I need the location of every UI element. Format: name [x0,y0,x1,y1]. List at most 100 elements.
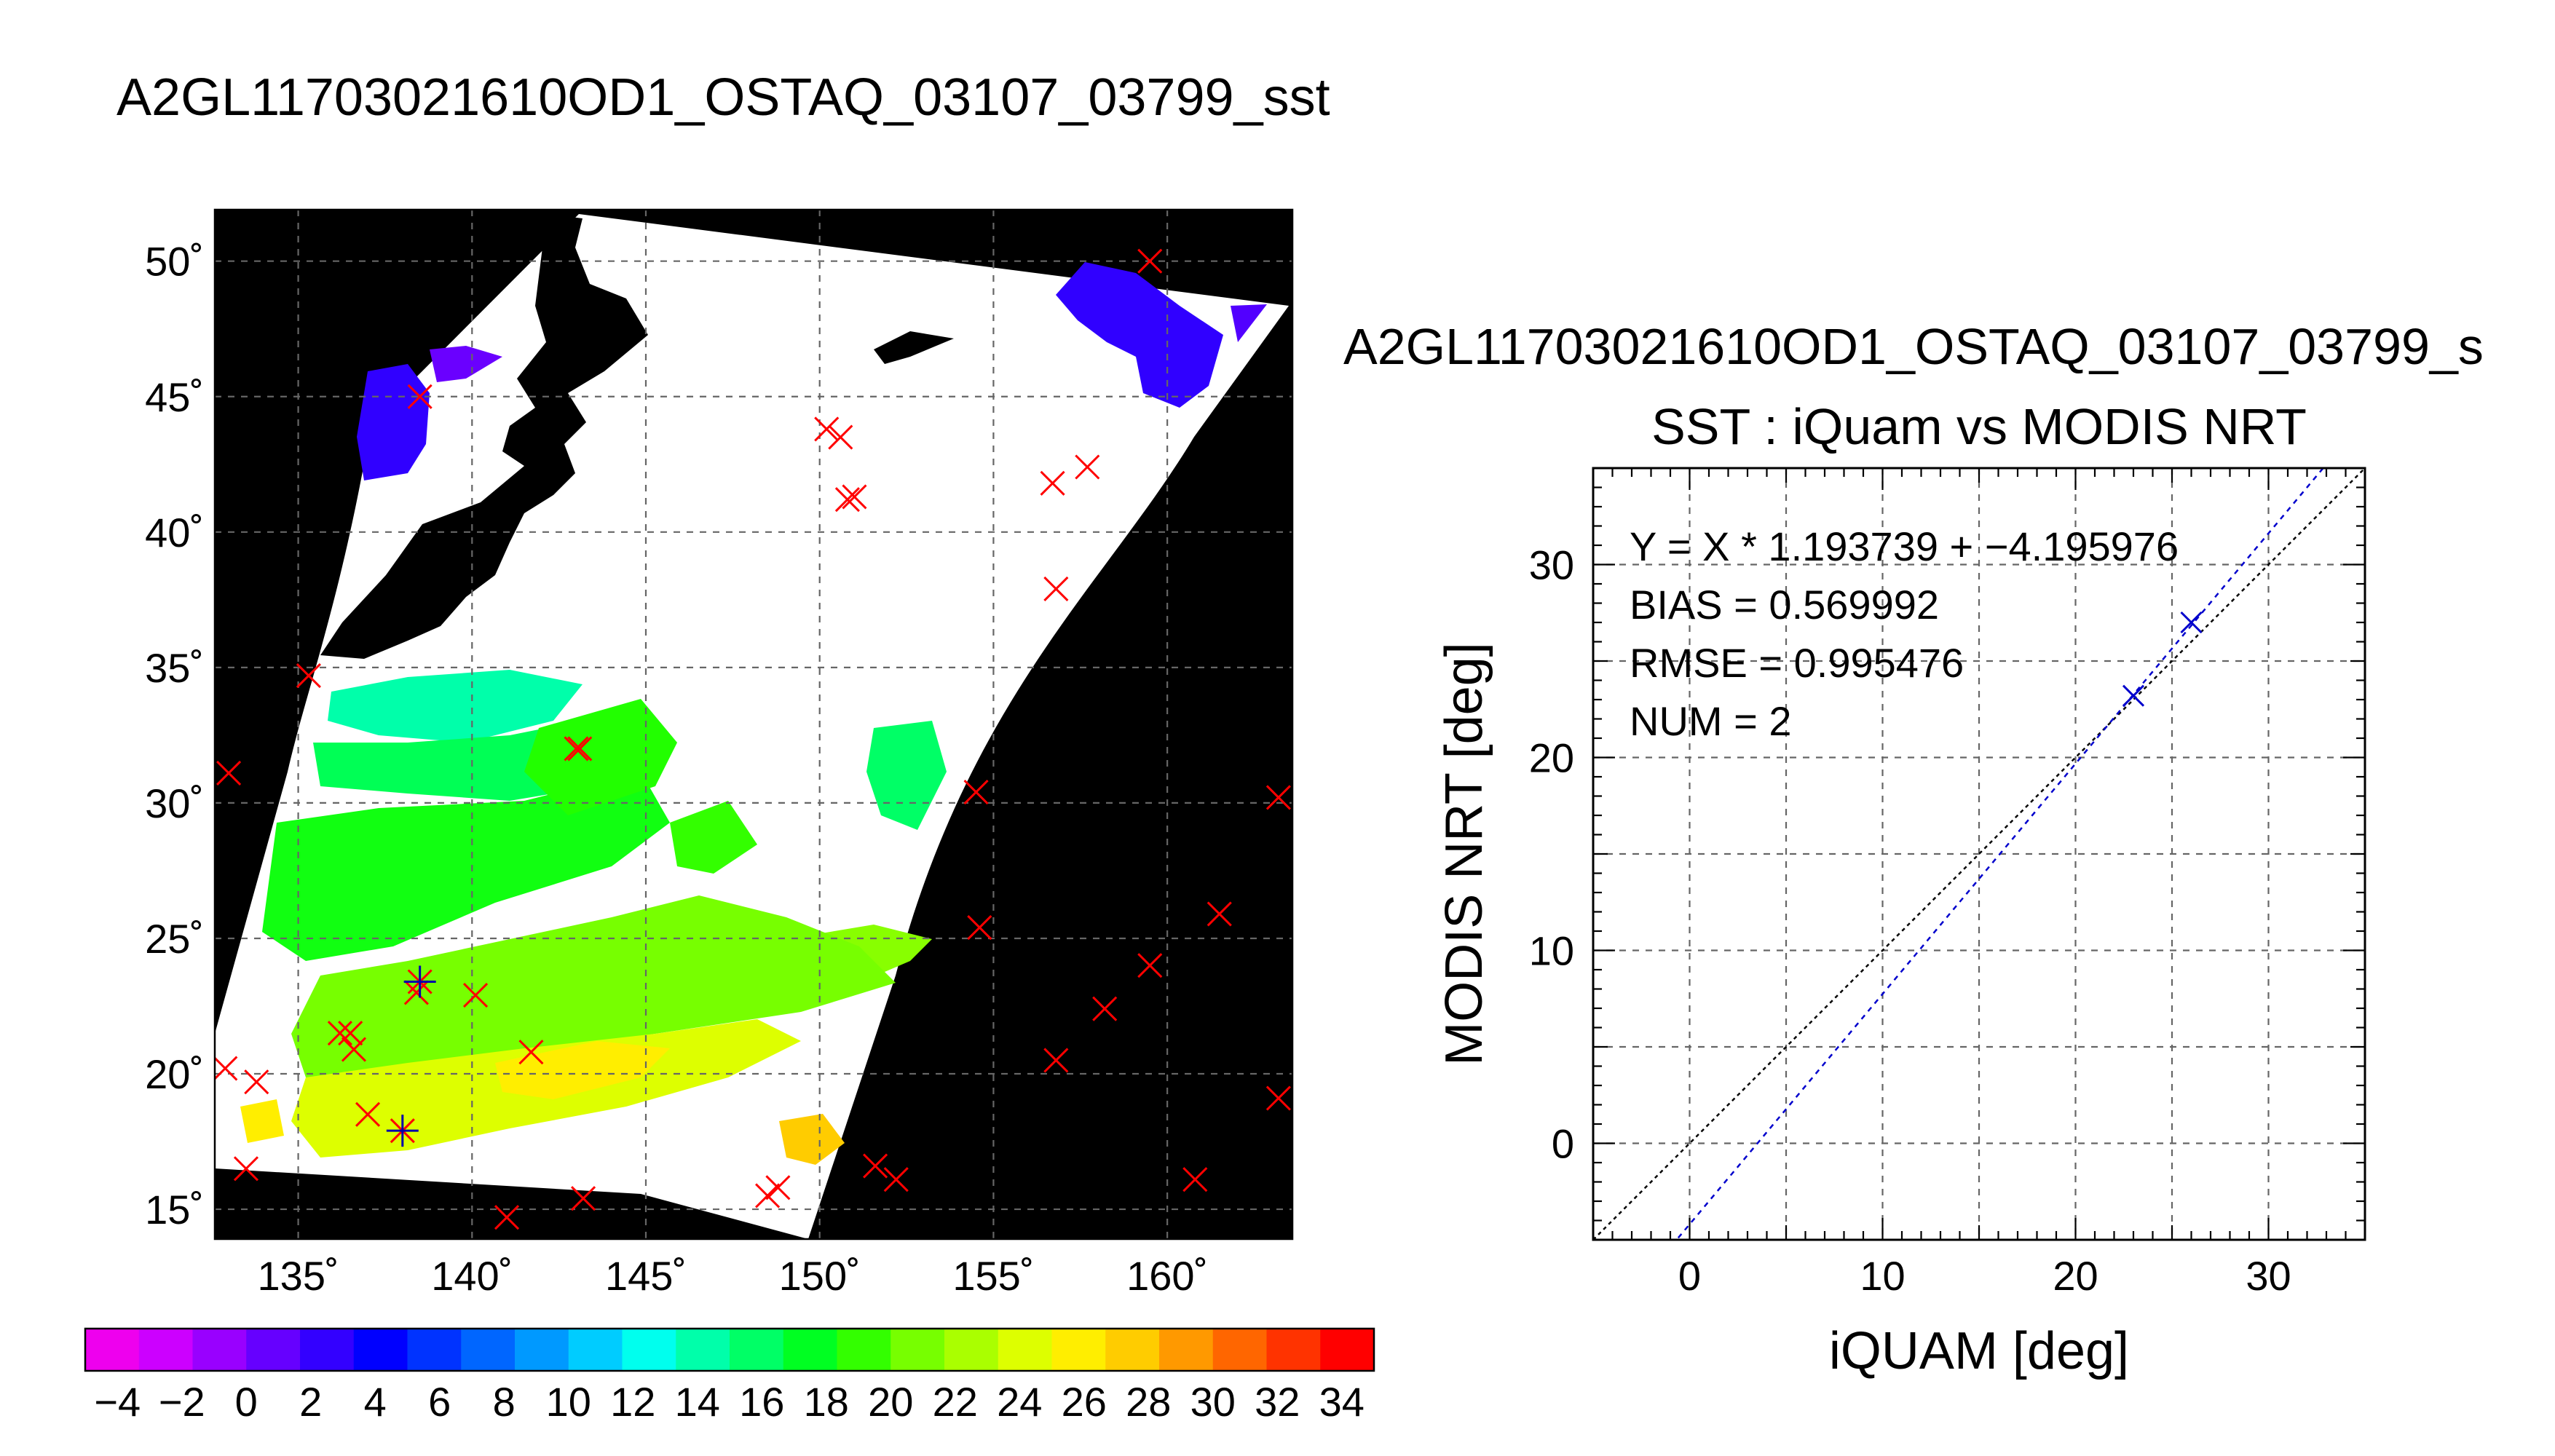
colorbar-tick-label: 18 [804,1379,849,1425]
colorbar-tick-label: −4 [94,1379,141,1425]
station-marker [1040,470,1065,496]
scatter-title: SST : iQuam vs MODIS NRT [1651,398,2307,455]
colorbar-swatch [837,1329,892,1371]
colorbar-tick-label: 28 [1126,1379,1171,1425]
colorbar-swatch [461,1329,516,1371]
colorbar: −4 −2 0 2 4 6 8 10 12 14 16 18 20 22 24 26 28 30 32 34 [84,1327,1375,1425]
colorbar-tick-label: 16 [739,1379,784,1425]
lat-tick-label: 50˚ [145,239,204,285]
colorbar-swatch [891,1329,945,1371]
figure-title: A2GL11703021610OD1_OSTAQ_03107_03799_sst [117,68,1330,127]
colorbar-swatch [1159,1329,1214,1371]
colorbar-swatch [730,1329,784,1371]
x-tick-label: 10 [1860,1253,1905,1299]
station-marker [233,1156,259,1182]
station-marker [244,1069,269,1095]
station-marker [216,760,242,786]
map-frame [213,208,1294,1241]
station-marker [1043,576,1069,602]
station-marker [1092,996,1118,1021]
x-tick-label: 0 [1678,1253,1701,1299]
y-tick-label: 10 [1529,928,1574,974]
lon-tick-label: 140˚ [431,1253,513,1299]
station-marker [1137,953,1163,978]
colorbar-swatch [353,1329,408,1371]
y-tick-label: 30 [1529,542,1574,588]
scatter-ticks [1592,467,2366,1241]
station-marker [1182,1167,1208,1192]
station-marker [564,736,589,761]
colorbar-frame [84,1327,1375,1372]
lon-tick-label: 145˚ [605,1253,687,1299]
station-marker [355,1101,381,1127]
colorbar-tick-label: 4 [364,1379,387,1425]
station-marker [215,1056,238,1081]
colorbar-swatch [622,1329,677,1371]
station-marker [963,779,989,805]
lat-tick-label: 35˚ [145,645,204,691]
colorbar-tick-label: 22 [933,1379,978,1425]
station-marker [765,1175,791,1200]
colorbar-tick-label: 10 [546,1379,591,1425]
colorbar-swatch [998,1329,1053,1371]
scatter-tick-labels: 0 10 20 30 0 10 20 30 [1529,542,2291,1299]
station-marker [1265,785,1291,810]
lat-tick-label: 20˚ [145,1051,204,1097]
colorbar-tick-label: −2 [159,1379,205,1425]
station-marker [341,1037,367,1062]
rmse-value: RMSE = 0.995476 [1630,640,1964,686]
matchup-marker [386,1115,419,1147]
scatter-point [2122,684,2145,707]
colorbar-swatch [944,1329,999,1371]
colorbar-swatch [568,1329,623,1371]
station-marker [463,983,489,1008]
station-marker [403,980,429,1005]
lat-tick-label: 30˚ [145,780,204,826]
station-marker [338,1021,363,1046]
station-marker [1137,248,1163,274]
fit-equation: Y = X * 1.193739 + −4.195976 [1630,523,2179,569]
lat-tick-label: 15˚ [145,1187,204,1233]
station-marker [296,662,321,689]
colorbar-swatch [300,1329,355,1371]
station-marker [755,1183,781,1208]
colorbar-tick-label: 6 [428,1379,451,1425]
scatter-title-line1: A2GL11703021610OD1_OSTAQ_03107_03799_s [1343,318,2484,375]
station-marker [828,424,853,450]
y-tick-label: 20 [1529,735,1574,781]
lat-tick-label: 25˚ [145,916,204,962]
colorbar-tick-label: 26 [1062,1379,1107,1425]
colorbar-tick-label: 20 [868,1379,913,1425]
map-tick-labels: 135˚ 140˚ 145˚ 150˚ 155˚ 160˚ 15˚ 20˚ 25˚ 30˚ 35˚ 4… [145,239,1208,1299]
station-marker [571,1186,596,1211]
num-value: NUM = 2 [1630,698,1792,744]
scatter-gridlines [1593,468,2365,1240]
lon-tick-label: 135˚ [258,1253,339,1299]
colorbar-tick-label: 30 [1190,1379,1236,1425]
station-marker [863,1153,888,1179]
station-marker [494,1205,520,1230]
colorbar-tick-label: 8 [493,1379,516,1425]
colorbar-tick-label: 2 [299,1379,322,1425]
station-marker [842,484,867,510]
colorbar-swatch [407,1329,462,1371]
station-marker [1043,1048,1069,1073]
lat-tick-label: 40˚ [145,510,204,555]
colorbar-tick-label: 12 [610,1379,655,1425]
colorbar-tick-label: 14 [675,1379,720,1425]
station-marker [814,416,840,442]
colorbar-swatch [1266,1329,1322,1371]
colorbar-tick-label: 0 [235,1379,258,1425]
station-marker [518,1040,544,1065]
matchup-marker [403,965,436,998]
land [320,211,954,659]
station-marker [327,1021,352,1046]
station-marker [883,1167,909,1192]
station-marker [1265,1085,1291,1111]
scatter-panel: A2GL11703021610OD1_OSTAQ_03107_03799_s S… [1343,318,2484,1380]
colorbar-swatch [515,1329,569,1371]
colorbar-swatch [783,1329,838,1371]
lon-tick-label: 160˚ [1126,1253,1208,1299]
colorbar-swatch [1051,1329,1107,1371]
